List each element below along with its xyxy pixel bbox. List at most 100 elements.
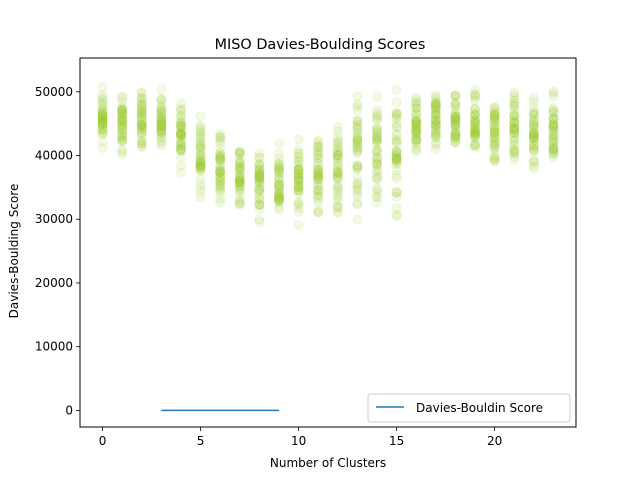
- scatter-point: [391, 84, 402, 95]
- scatter-point: [332, 146, 343, 157]
- scatter-point: [528, 96, 539, 107]
- scatter-point: [391, 134, 402, 145]
- scatter-point: [548, 134, 559, 145]
- scatter-point: [548, 152, 559, 163]
- x-axis-ticks: 0 5 10 15 20: [99, 427, 502, 448]
- scatter-point: [352, 136, 363, 147]
- scatter-point: [293, 199, 304, 210]
- scatter-point: [117, 127, 128, 138]
- scatter-point: [411, 92, 422, 103]
- scatter-point: [372, 113, 383, 124]
- chart-title: MISO Davies-Boulding Scores: [215, 37, 426, 53]
- scatter-point: [293, 172, 304, 183]
- scatter-point: [234, 180, 245, 191]
- scatter-point: [411, 120, 422, 131]
- scatter-point: [332, 208, 343, 219]
- scatter-point: [136, 106, 147, 117]
- scatter-point: [97, 103, 108, 114]
- scatter-point: [489, 108, 500, 119]
- scatter-point: [509, 117, 520, 128]
- legend-label: Davies-Bouldin Score: [416, 401, 543, 415]
- scatter-point: [391, 146, 402, 157]
- scatter-point: [254, 169, 265, 180]
- scatter-point: [254, 159, 265, 170]
- scatter-point: [391, 154, 402, 165]
- scatter-point: [195, 164, 206, 175]
- scatter-point: [489, 127, 500, 138]
- scatter-point: [254, 199, 265, 209]
- scatter-point: [195, 120, 206, 131]
- scatter-point: [273, 184, 284, 194]
- scatter-point: [450, 114, 461, 125]
- scatter-point: [215, 150, 226, 161]
- scatter-point: [548, 86, 559, 97]
- scatter-point: [450, 128, 461, 139]
- scatter-point: [548, 149, 559, 160]
- scatter-point: [313, 189, 324, 200]
- scatter-point: [136, 127, 147, 138]
- scatter-point: [509, 135, 520, 146]
- scatter-point: [293, 176, 304, 187]
- scatter-point: [509, 147, 520, 157]
- scatter-point: [450, 137, 461, 148]
- scatter-point: [195, 192, 206, 203]
- scatter-point: [352, 133, 363, 144]
- scatter-point: [548, 120, 559, 131]
- scatter-point: [411, 118, 422, 129]
- scatter-point: [234, 181, 245, 192]
- scatter-point: [450, 137, 461, 148]
- scatter-point: [450, 112, 461, 122]
- scatter-point: [391, 108, 402, 119]
- scatter-point: [97, 117, 108, 128]
- scatter-point: [97, 110, 108, 121]
- scatter-point: [332, 167, 343, 178]
- scatter-point: [136, 97, 147, 108]
- scatter-point: [509, 147, 520, 158]
- scatter-point: [293, 188, 304, 199]
- scatter-point: [548, 145, 559, 156]
- scatter-point: [136, 137, 147, 148]
- scatter-point: [430, 131, 441, 141]
- scatter-point: [273, 190, 284, 201]
- scatter-point: [470, 114, 481, 125]
- scatter-point: [450, 91, 461, 102]
- scatter-point: [215, 153, 226, 164]
- scatter-point: [117, 108, 128, 119]
- legend-box: [367, 393, 571, 423]
- scatter-point: [509, 100, 520, 111]
- scatter-column: [97, 82, 108, 153]
- scatter-point: [489, 140, 500, 151]
- scatter-point: [313, 166, 324, 177]
- scatter-point: [470, 126, 481, 137]
- scatter-point: [136, 128, 147, 139]
- scatter-point: [391, 170, 402, 181]
- scatter-point: [332, 136, 343, 147]
- scatter-point: [254, 176, 265, 187]
- scatter-point: [430, 102, 441, 113]
- scatter-point: [156, 99, 167, 110]
- scatter-point: [548, 113, 559, 124]
- scatter-point: [489, 144, 500, 155]
- scatter-point: [450, 136, 461, 147]
- scatter-point: [97, 128, 108, 139]
- scatter-point: [293, 168, 304, 179]
- scatter-point: [489, 137, 500, 148]
- scatter-point: [372, 134, 383, 145]
- scatter-point: [391, 108, 402, 119]
- scatter-point: [489, 111, 500, 122]
- scatter-point: [372, 165, 383, 176]
- scatter-point: [372, 131, 383, 142]
- scatter-point: [391, 156, 402, 167]
- scatter-point: [528, 123, 539, 134]
- scatter-point: [430, 144, 441, 155]
- scatter-point: [117, 120, 128, 131]
- scatter-point: [293, 148, 304, 158]
- scatter-point: [156, 107, 167, 118]
- scatter-point: [528, 110, 539, 121]
- scatter-point: [450, 119, 461, 130]
- scatter-point: [195, 160, 206, 171]
- scatter-point: [430, 128, 441, 139]
- scatter-point: [254, 199, 265, 210]
- scatter-point: [528, 144, 539, 155]
- scatter-point: [509, 151, 520, 162]
